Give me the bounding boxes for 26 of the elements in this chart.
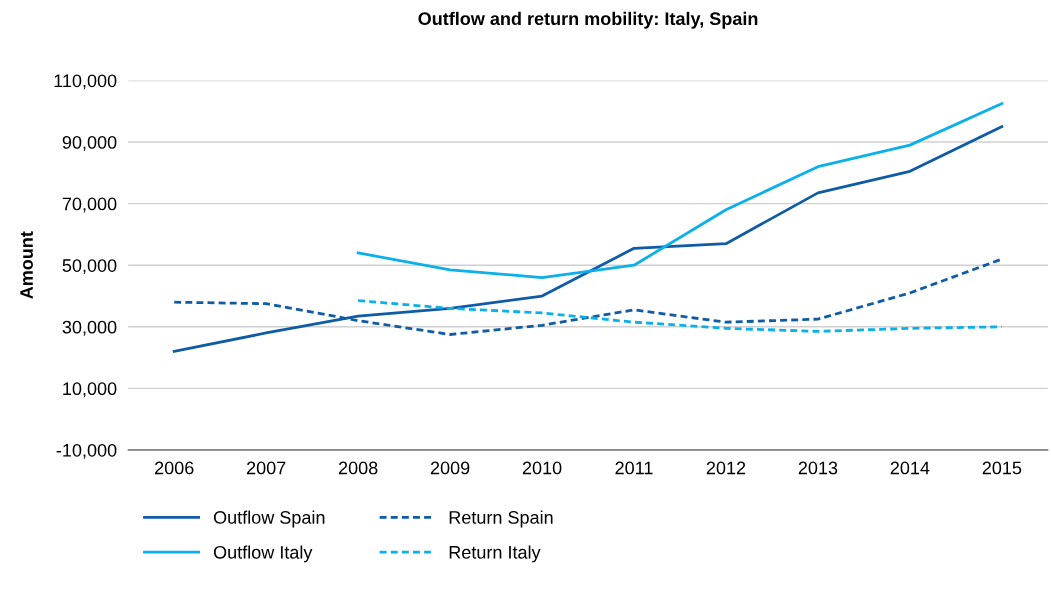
legend-label: Return Italy bbox=[449, 545, 541, 563]
x-tick-label: 2009 bbox=[430, 461, 470, 475]
line-series bbox=[356, 299, 1004, 333]
line-series bbox=[356, 102, 1004, 279]
x-tick-label: 2010 bbox=[522, 461, 562, 475]
legend-label: Return Spain bbox=[449, 510, 553, 528]
line-series bbox=[172, 125, 1004, 353]
chart-title: Outflow and return mobility: Italy, Spain bbox=[418, 11, 758, 29]
x-tick-label: 2013 bbox=[798, 461, 838, 475]
y-tick-label: -10,000 bbox=[56, 443, 117, 459]
legend-label: Outflow Italy bbox=[213, 545, 313, 563]
legend-label: Outflow Spain bbox=[213, 510, 325, 528]
x-tick-label: 2011 bbox=[615, 461, 653, 475]
y-tick-label: 50,000 bbox=[62, 259, 117, 275]
x-tick-label: 2014 bbox=[890, 461, 930, 475]
x-tick-label: 2006 bbox=[155, 461, 194, 475]
x-tick-label: 2008 bbox=[338, 461, 378, 475]
x-tick-label: 2012 bbox=[706, 461, 746, 475]
x-tick-label: 2007 bbox=[246, 461, 286, 475]
y-tick-label: 10,000 bbox=[63, 382, 117, 398]
y-tick-label: 110,000 bbox=[54, 74, 117, 90]
y-tick-label: 30,000 bbox=[62, 320, 117, 336]
y-tick-label: 90,000 bbox=[62, 135, 117, 151]
x-tick-label: 2015 bbox=[982, 461, 1022, 475]
y-tick-label: 70,000 bbox=[62, 197, 117, 213]
y-axis-title: Amount bbox=[20, 231, 33, 299]
